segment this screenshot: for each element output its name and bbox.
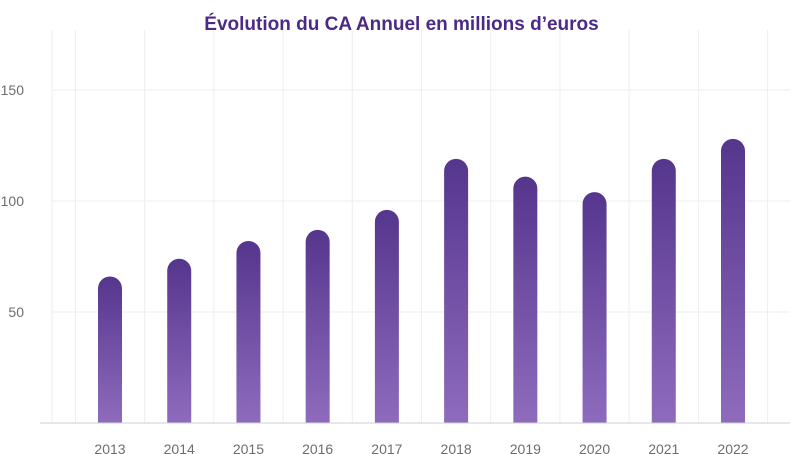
x-tick-label: 2019 [510,441,541,454]
x-tick-label: 2022 [717,441,748,454]
x-tick-label: 2020 [579,441,610,454]
x-tick-label: 2014 [164,441,195,454]
chart-title: Évolution du CA Annuel en millions d’eur… [204,14,599,35]
bar-2020 [582,192,607,423]
x-tick-label: 2018 [441,441,472,454]
bar-2019 [513,176,538,423]
grid-lines [51,30,790,423]
y-tick-label: 50 [8,304,24,320]
bar-2017 [374,209,399,423]
y-tick-label: 150 [1,82,25,98]
y-tick-label: 100 [1,193,25,209]
bar-2014 [167,258,192,423]
x-tick-label: 2017 [371,441,402,454]
bar-2021 [651,158,676,423]
bar-2022 [721,138,745,423]
x-tick-label: 2015 [233,441,264,454]
bars [98,138,745,423]
bar-2018 [444,158,469,423]
x-tick-label: 2016 [302,441,333,454]
axes: 50 100 150 2013 2014 2015 2016 2017 2018 2019 2020… [1,82,790,454]
x-tick-label: 2021 [648,441,679,454]
bar-2013 [98,276,122,423]
bar-2016 [305,229,330,423]
bar-2015 [236,240,261,423]
x-tick-label: 2013 [94,441,125,454]
